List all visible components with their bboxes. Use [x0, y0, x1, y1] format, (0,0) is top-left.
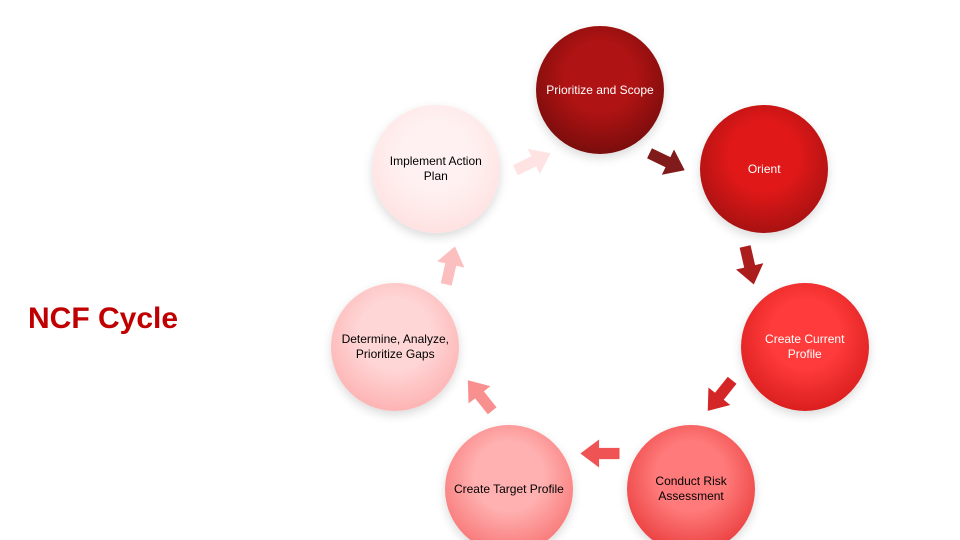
cycle-arrow-icon	[580, 435, 619, 468]
cycle-arrow-icon	[510, 140, 560, 187]
cycle-node-create-current-profile: Create Current Profile	[741, 283, 869, 411]
cycle-node-create-target-profile: Create Target Profile	[445, 425, 573, 540]
cycle-node-label: Conduct Risk Assessment	[627, 474, 755, 504]
cycle-node-determine-analyze-prioritize-gaps: Determine, Analyze, Prioritize Gaps	[331, 283, 459, 411]
cycle-arrow-icon	[693, 369, 743, 420]
cycle-arrow-icon	[432, 243, 473, 289]
cycle-node-prioritize-and-scope: Prioritize and Scope	[536, 26, 664, 154]
cycle-arrow-icon	[727, 243, 768, 289]
cycle-node-orient: Orient	[700, 105, 828, 233]
cycle-node-implement-action-plan: Implement Action Plan	[372, 105, 500, 233]
cycle-node-label: Create Target Profile	[446, 482, 572, 497]
diagram-stage: NCF Cycle Prioritize and Scope Orient Cr…	[0, 0, 960, 540]
cycle-arrow-icon	[457, 369, 507, 420]
cycle-arrow-icon	[641, 140, 691, 187]
cycle-node-conduct-risk-assessment: Conduct Risk Assessment	[627, 425, 755, 540]
cycle-node-label: Create Current Profile	[741, 332, 869, 362]
page-title: NCF Cycle	[28, 302, 178, 336]
cycle-node-label: Determine, Analyze, Prioritize Gaps	[331, 332, 459, 362]
cycle-node-label: Implement Action Plan	[372, 154, 500, 184]
cycle-node-label: Prioritize and Scope	[538, 83, 661, 98]
cycle-node-label: Orient	[740, 162, 789, 177]
